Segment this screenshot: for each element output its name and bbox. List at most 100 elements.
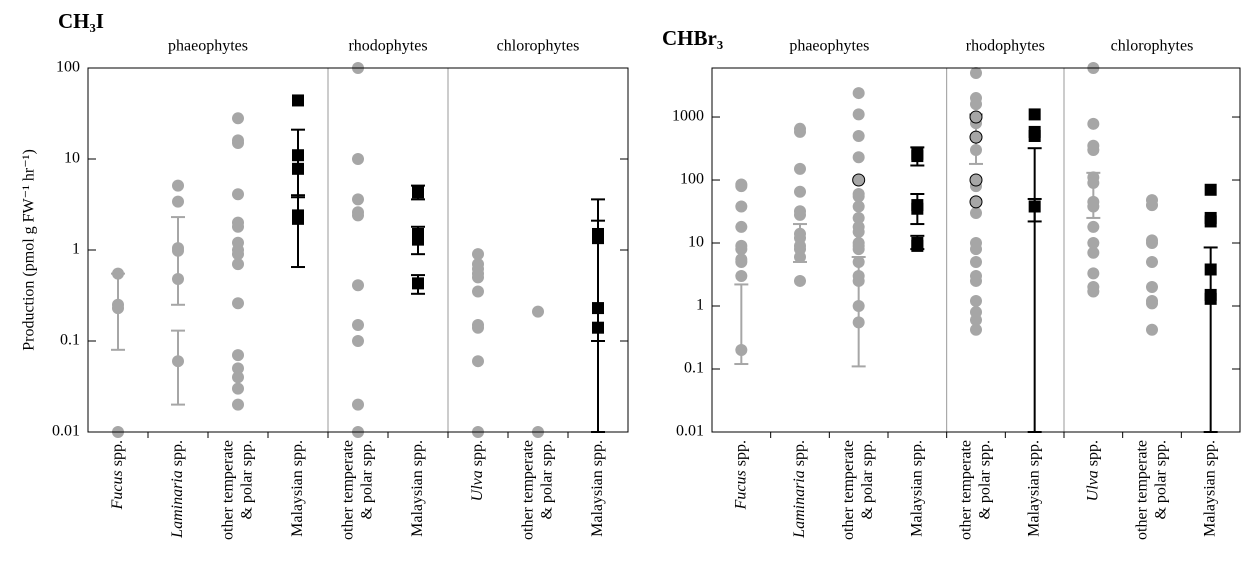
y-tick-label: 100 — [56, 59, 80, 76]
y-tick-label: 10 — [64, 150, 80, 167]
label-part: other temperate — [519, 440, 536, 540]
chart-title: CH₃I — [58, 9, 104, 33]
data-point — [172, 244, 184, 257]
data-point — [232, 349, 244, 362]
data-point — [852, 87, 865, 100]
data-point — [970, 255, 982, 268]
data-point — [969, 195, 983, 209]
category-label: Ulva spp. — [469, 440, 486, 501]
data-point — [852, 243, 865, 256]
data-point — [911, 239, 924, 252]
label-part: Malaysian spp. — [1201, 440, 1218, 537]
data-point — [352, 398, 364, 411]
label-part: spp. — [169, 440, 186, 470]
group-label: rhodophytes — [348, 38, 427, 55]
data-point — [1087, 220, 1100, 233]
data-point — [352, 279, 364, 292]
category-label: other temperate — [219, 440, 236, 540]
category-label: Malaysian spp. — [1025, 440, 1042, 537]
data-point — [112, 302, 124, 315]
data-point — [232, 188, 244, 201]
data-point — [232, 112, 244, 125]
data-point — [1204, 215, 1217, 228]
data-point — [1204, 292, 1217, 305]
data-point — [232, 362, 244, 375]
data-point — [852, 225, 865, 238]
data-point — [1146, 297, 1158, 310]
data-point — [352, 153, 364, 165]
data-point — [852, 190, 865, 203]
data-point — [794, 208, 806, 221]
category-label: other temperate — [957, 440, 974, 540]
data-point — [592, 321, 604, 334]
category-label: & polar spp. — [1152, 440, 1169, 520]
data-point — [232, 220, 244, 233]
label-part: other temperate — [339, 440, 356, 540]
category-label: Laminaria spp. — [791, 440, 808, 539]
data-point — [1028, 129, 1041, 142]
group-label: phaeophytes — [168, 38, 248, 55]
category-label: & polar spp. — [976, 440, 993, 520]
data-point — [592, 232, 604, 245]
label-part: Ulva — [1084, 470, 1101, 501]
data-point — [969, 110, 983, 124]
data-point — [970, 313, 982, 326]
data-point — [970, 295, 982, 308]
y-tick-label: 0.01 — [52, 423, 80, 440]
label-part: & polar spp. — [859, 440, 876, 520]
category-label: Fucus spp. — [732, 440, 749, 510]
data-point — [472, 271, 484, 284]
data-point — [292, 149, 304, 162]
data-point — [412, 233, 424, 246]
category-label: & polar spp. — [358, 440, 375, 520]
category-label: & polar spp. — [859, 440, 876, 520]
data-point — [852, 274, 865, 287]
data-point — [970, 206, 982, 219]
data-point — [970, 98, 982, 111]
label-part: & polar spp. — [1152, 440, 1169, 520]
category-label: & polar spp. — [238, 440, 255, 520]
data-point — [970, 243, 982, 256]
data-point — [1146, 281, 1158, 294]
label-part: Laminaria — [169, 470, 186, 539]
label-part: other temperate — [957, 440, 974, 540]
category-label: Malaysian spp. — [1201, 440, 1218, 537]
label-part: Malaysian spp. — [589, 440, 606, 537]
category-label: other temperate — [1133, 440, 1150, 540]
data-point — [1204, 183, 1217, 196]
y-axis-label: Production (pmol g FW⁻¹ hr⁻¹) — [21, 149, 38, 351]
data-point — [292, 162, 304, 175]
data-point — [1087, 143, 1100, 156]
data-point — [532, 305, 544, 318]
data-point — [794, 274, 806, 287]
data-point — [1146, 199, 1158, 212]
group-label: phaeophytes — [789, 38, 869, 55]
data-point — [794, 185, 806, 198]
data-point — [1146, 323, 1158, 336]
data-point — [592, 302, 604, 315]
label-part: other temperate — [219, 440, 236, 540]
data-point — [852, 211, 865, 224]
category-label: other temperate — [519, 440, 536, 540]
data-point — [794, 250, 806, 263]
data-point — [172, 355, 184, 368]
data-point — [1028, 200, 1041, 213]
plot-frame — [87, 67, 629, 433]
y-tick-label: 0.1 — [684, 360, 704, 377]
data-point — [232, 136, 244, 149]
data-point — [1087, 246, 1100, 259]
label-part: & polar spp. — [538, 440, 555, 520]
data-point — [1146, 255, 1158, 268]
y-tick-label: 100 — [680, 171, 704, 188]
data-point — [412, 277, 424, 290]
data-point — [112, 267, 124, 280]
data-point — [232, 382, 244, 395]
data-point — [852, 173, 866, 187]
data-point — [969, 130, 983, 144]
label-part: Ulva — [469, 470, 486, 501]
label-part: & polar spp. — [238, 440, 255, 520]
y-tick-label: 1000 — [672, 108, 704, 125]
data-point — [852, 316, 865, 329]
label-part: Malaysian spp. — [908, 440, 925, 537]
